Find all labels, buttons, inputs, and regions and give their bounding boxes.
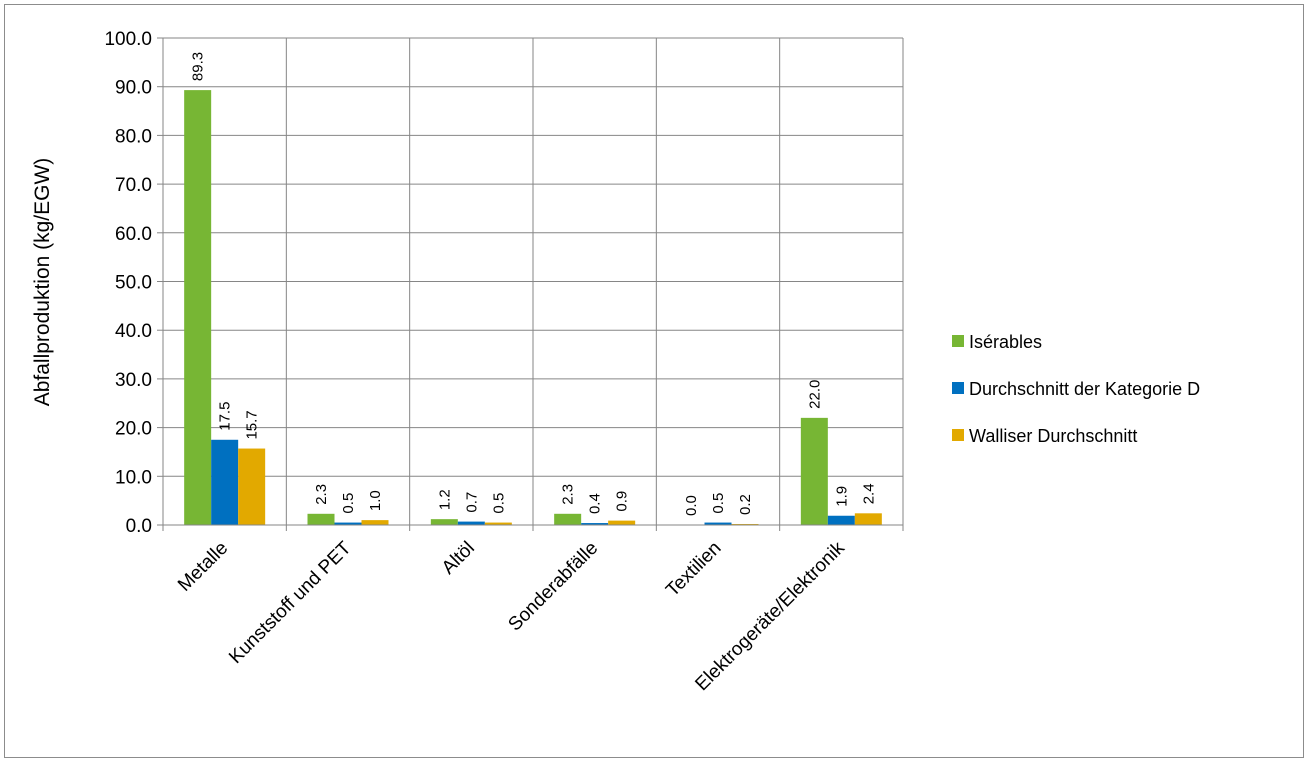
bar[interactable] (800, 417, 828, 525)
data-label: 0.2 (737, 494, 754, 515)
bar[interactable] (484, 522, 512, 525)
data-label: 2.3 (560, 484, 577, 505)
y-tick-label: 40.0 (115, 321, 152, 342)
data-label: 0.9 (614, 491, 631, 512)
bar[interactable] (554, 513, 582, 525)
y-tick-label: 20.0 (115, 419, 152, 440)
data-label: 0.0 (683, 495, 700, 516)
legend-swatch (952, 382, 964, 394)
bar[interactable] (457, 521, 485, 525)
legend-entry: Walliser Durchschnitt (969, 426, 1137, 446)
x-tick-label: Kunststoff und PET (225, 537, 356, 668)
bar[interactable] (238, 448, 266, 525)
x-tick-label: Altöl (438, 538, 479, 579)
bar[interactable] (211, 439, 239, 525)
data-label: 2.4 (860, 483, 877, 504)
bar[interactable] (581, 523, 609, 525)
x-tick-label: Textilien (662, 538, 725, 601)
y-tick-label: 70.0 (115, 175, 152, 196)
bar[interactable] (430, 519, 458, 525)
legend-entry: Durchschnitt der Kategorie D (969, 379, 1200, 399)
bar[interactable] (704, 522, 732, 525)
data-label: 1.2 (436, 489, 453, 510)
data-label: 1.9 (833, 486, 850, 507)
data-label: 22.0 (806, 380, 823, 409)
bar[interactable] (608, 520, 636, 525)
data-label: 0.7 (463, 492, 480, 513)
data-label: 0.5 (710, 493, 727, 514)
data-label: 1.0 (367, 490, 384, 511)
data-label: 15.7 (244, 410, 261, 439)
axes (157, 37, 904, 531)
legend-swatch (952, 429, 964, 441)
y-tick-label: 10.0 (115, 467, 152, 488)
chart-frame (4, 4, 1304, 758)
y-tick-label: 60.0 (115, 224, 152, 245)
y-tick-label: 80.0 (115, 126, 152, 147)
y-axis-label: Abfallproduktion (kg/EGW) (31, 158, 54, 407)
legend: Isérables Durchschnitt der Kategorie D Wal… (952, 332, 1200, 446)
bars (184, 90, 882, 525)
bar[interactable] (854, 513, 882, 525)
data-label: 17.5 (217, 402, 234, 431)
y-tick-label: 30.0 (115, 370, 152, 391)
bar[interactable] (334, 522, 362, 525)
y-tick-label: 0.0 (126, 516, 152, 537)
bar[interactable] (361, 520, 389, 525)
data-label: 0.5 (340, 493, 357, 514)
y-tick-label: 90.0 (115, 78, 152, 99)
x-tick-label: Sonderabfälle (504, 538, 602, 636)
y-tick-label: 50.0 (115, 273, 152, 294)
bar[interactable] (827, 515, 855, 525)
bar[interactable] (307, 513, 335, 525)
data-label: 0.4 (587, 493, 604, 514)
bar[interactable] (184, 90, 212, 525)
y-tick-labels: 0.0 10.0 20.0 30.0 40.0 50.0 60.0 70.0 80.0 90.0 1… (104, 29, 152, 537)
legend-entry: Isérables (969, 332, 1042, 352)
y-tick-label: 100.0 (104, 29, 152, 50)
x-tick-label: Metalle (174, 538, 232, 596)
data-labels: 89.3 17.5 15.7 2.3 0.5 1.0 1.2 0.7 0.5 2.3 0.4 0.9 0… (190, 52, 878, 516)
data-label: 0.5 (490, 493, 507, 514)
grid (162, 37, 904, 526)
data-label: 89.3 (190, 52, 207, 81)
data-label: 2.3 (313, 484, 330, 505)
legend-swatch (952, 335, 964, 347)
